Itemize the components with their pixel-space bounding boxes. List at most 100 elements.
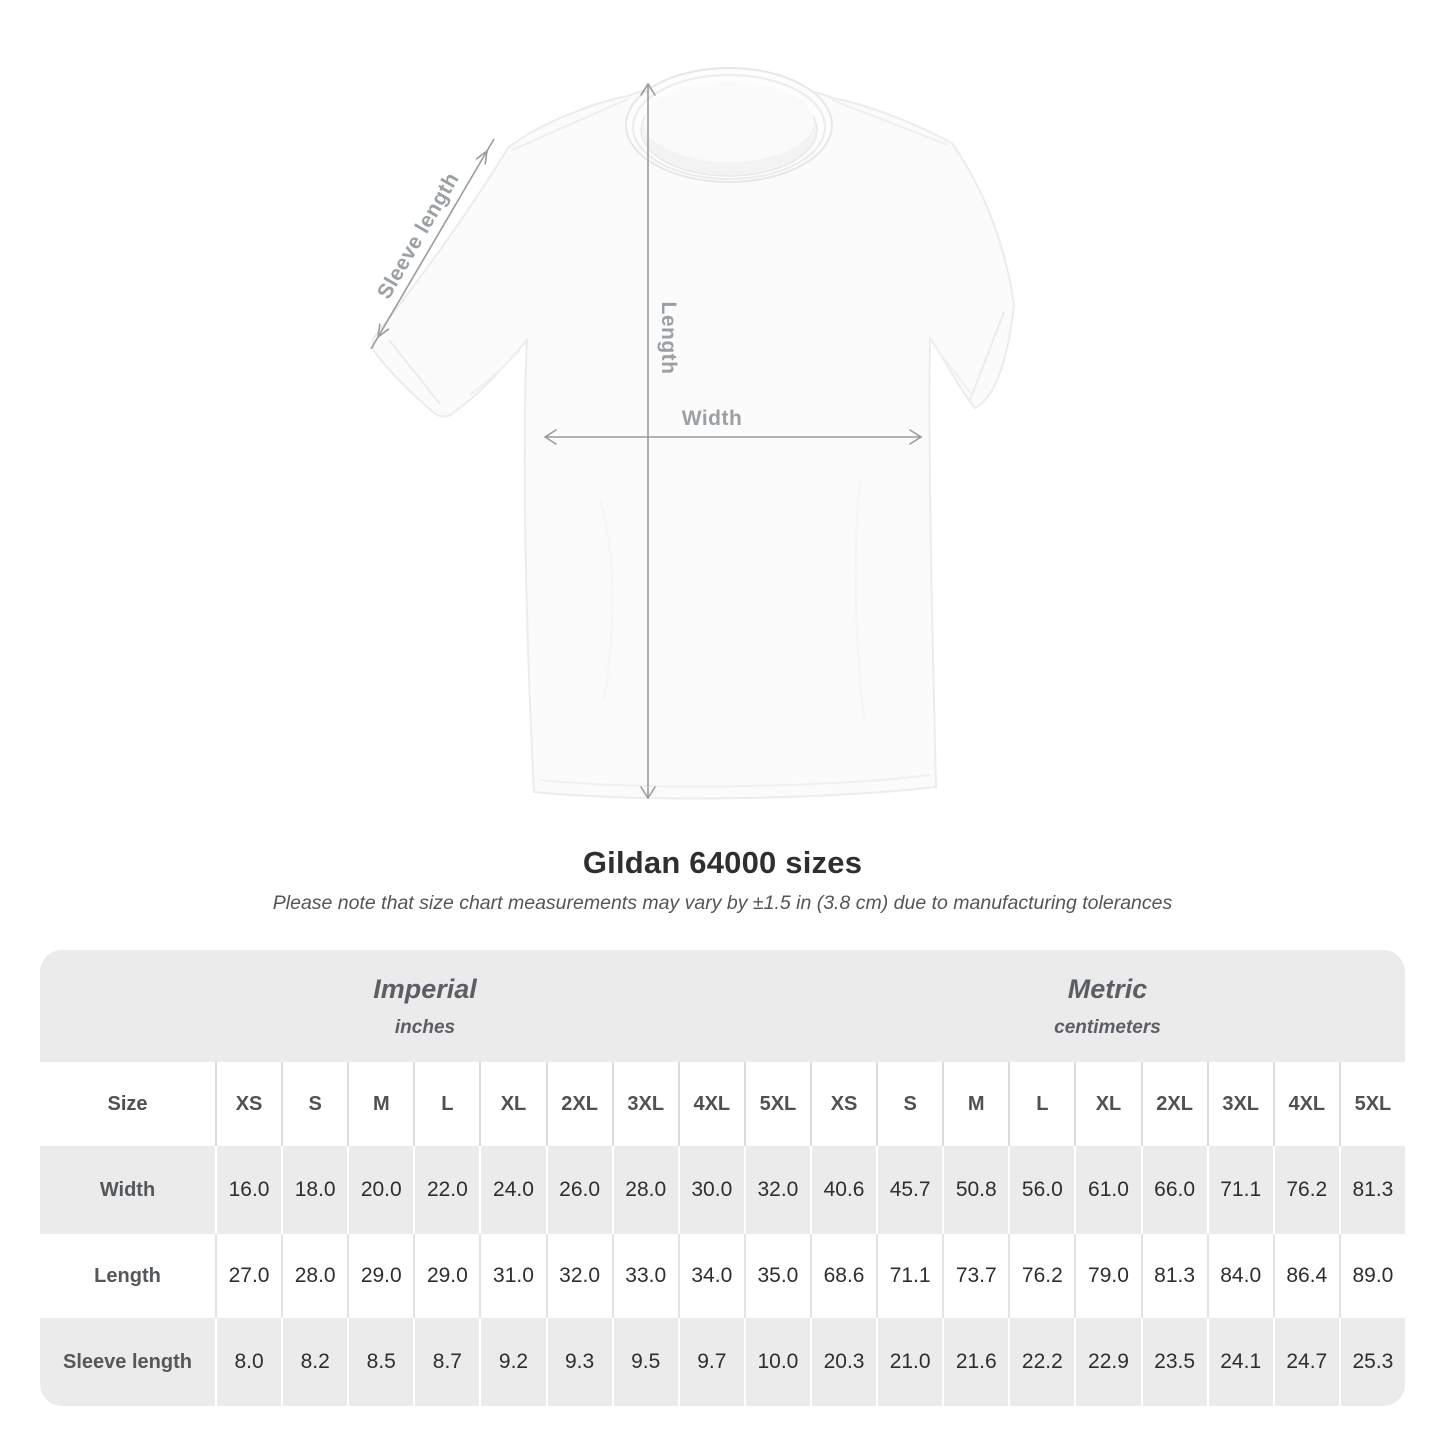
cell-value: 76.2 <box>1272 1146 1339 1234</box>
cell-value: 9.3 <box>545 1318 612 1406</box>
cell-value: 89.0 <box>1338 1234 1405 1318</box>
cell-value: 22.0 <box>413 1146 480 1234</box>
size-col-header-metric: XS <box>809 1062 877 1146</box>
collar-back-fabric <box>644 82 814 162</box>
cell-value: 20.3 <box>809 1318 877 1406</box>
imperial-label: Imperial <box>373 973 477 1004</box>
page-title: Gildan 64000 sizes <box>582 845 863 880</box>
cell-value: 73.7 <box>942 1234 1009 1318</box>
tshirt-graphic: Sleeve length Length Width <box>370 67 1016 800</box>
cell-value: 16.0 <box>215 1146 282 1234</box>
underarm-crease-left <box>469 349 521 396</box>
cell-value: 50.8 <box>942 1146 1009 1234</box>
size-col-header-metric: 3XL <box>1206 1062 1273 1146</box>
table-row: Length 27.0 28.0 29.0 29.0 31.0 32.0 33.0 34.0 35… <box>40 1234 1405 1318</box>
metric-label: Metric <box>1067 973 1148 1004</box>
row-label: Width <box>40 1146 215 1234</box>
tshirt-body <box>371 82 1016 800</box>
underarm-crease-right <box>937 349 973 396</box>
size-header-cell: Size <box>40 1062 215 1146</box>
shoulder-seam-right <box>831 99 949 146</box>
cell-value: 9.7 <box>677 1318 744 1406</box>
size-col-header-imperial: S <box>281 1062 348 1146</box>
size-col-header-imperial: 2XL <box>545 1062 612 1146</box>
size-col-header-metric: 5XL <box>1338 1062 1405 1146</box>
measure-rows: Width 16.0 18.0 20.0 22.0 24.0 26.0 28.0 30.0 32.… <box>40 1146 1405 1406</box>
cell-value: 32.0 <box>545 1234 612 1318</box>
size-col-header-imperial: 3XL <box>611 1062 678 1146</box>
size-col-header-metric: 2XL <box>1140 1062 1207 1146</box>
cell-value: 10.0 <box>743 1318 810 1406</box>
table-row: Width 16.0 18.0 20.0 22.0 24.0 26.0 28.0 30.0 32.… <box>40 1146 1405 1234</box>
unit-group-header-row: Imperial inches Metric centimeters <box>40 950 1405 1062</box>
cell-value: 71.1 <box>1206 1146 1273 1234</box>
length-label: Length <box>657 302 680 375</box>
cell-value: 9.5 <box>611 1318 678 1406</box>
imperial-group-header: Imperial inches <box>40 950 810 1062</box>
width-label: Width <box>682 407 743 430</box>
size-col-header-metric: L <box>1008 1062 1075 1146</box>
cell-value: 20.0 <box>347 1146 414 1234</box>
cell-value: 66.0 <box>1140 1146 1207 1234</box>
cell-value: 29.0 <box>413 1234 480 1318</box>
cell-value: 28.0 <box>281 1234 348 1318</box>
size-col-header-metric: M <box>942 1062 1009 1146</box>
size-col-header-imperial: XS <box>215 1062 282 1146</box>
metric-unit: centimeters <box>1054 1016 1161 1038</box>
cell-value: 34.0 <box>677 1234 744 1318</box>
table-row: Sleeve length 8.0 8.2 8.5 8.7 9.2 9.3 9.5 9.7 10.… <box>40 1318 1405 1406</box>
cell-value: 21.0 <box>876 1318 943 1406</box>
cell-value: 56.0 <box>1008 1146 1075 1234</box>
cell-value: 45.7 <box>876 1146 943 1234</box>
width-dimension: Width <box>543 407 923 445</box>
size-col-header-imperial: M <box>347 1062 414 1146</box>
cell-value: 81.3 <box>1338 1146 1405 1234</box>
fabric-wrinkle <box>599 499 614 701</box>
cell-value: 76.2 <box>1008 1234 1075 1318</box>
cell-value: 71.1 <box>876 1234 943 1318</box>
cell-value: 35.0 <box>743 1234 810 1318</box>
cell-value: 27.0 <box>215 1234 282 1318</box>
caption-block: Gildan 64000 sizes Please note that size… <box>0 845 1445 915</box>
cell-value: 8.7 <box>413 1318 480 1406</box>
cell-value: 81.3 <box>1140 1234 1207 1318</box>
cell-value: 22.2 <box>1008 1318 1075 1406</box>
metric-group-header: Metric centimeters <box>809 950 1405 1062</box>
row-label: Sleeve length <box>40 1318 215 1406</box>
size-col-header-metric: 4XL <box>1272 1062 1339 1146</box>
cell-value: 24.1 <box>1206 1318 1273 1406</box>
cell-value: 29.0 <box>347 1234 414 1318</box>
cell-value: 86.4 <box>1272 1234 1339 1318</box>
imperial-unit: inches <box>394 1016 456 1038</box>
cell-value: 8.0 <box>215 1318 282 1406</box>
cell-value: 30.0 <box>677 1146 744 1234</box>
size-col-header-imperial: 4XL <box>677 1062 744 1146</box>
cell-value: 8.5 <box>347 1318 414 1406</box>
size-header-row: Size XS S M L XL 2XL 3XL 4XL 5XL XS S M L XL 2XL 3XL 4XL… <box>40 1062 1405 1146</box>
size-col-header-imperial: XL <box>479 1062 546 1146</box>
fabric-wrinkle <box>854 479 865 721</box>
cuff-seam-left <box>388 339 441 405</box>
cell-value: 23.5 <box>1140 1318 1207 1406</box>
size-col-header-metric: S <box>876 1062 943 1146</box>
size-chart-table: Imperial inches Metric centimeters Size … <box>40 950 1405 1406</box>
cell-value: 18.0 <box>281 1146 348 1234</box>
cell-value: 31.0 <box>479 1234 546 1318</box>
cell-value: 84.0 <box>1206 1234 1273 1318</box>
cell-value: 24.7 <box>1272 1318 1339 1406</box>
cell-value: 28.0 <box>611 1146 678 1234</box>
cuff-seam-right <box>969 311 1005 401</box>
cell-value: 32.0 <box>743 1146 810 1234</box>
size-col-header-imperial: L <box>413 1062 480 1146</box>
cell-value: 61.0 <box>1074 1146 1141 1234</box>
size-col-header-imperial: 5XL <box>743 1062 810 1146</box>
cell-value: 79.0 <box>1074 1234 1141 1318</box>
tolerance-note: Please note that size chart measurements… <box>272 892 1173 914</box>
cell-value: 25.3 <box>1338 1318 1405 1406</box>
size-col-header-metric: XL <box>1074 1062 1141 1146</box>
cell-value: 8.2 <box>281 1318 348 1406</box>
collar-ribbing <box>632 74 826 180</box>
shoulder-seam-left <box>511 98 629 151</box>
row-label: Length <box>40 1234 215 1318</box>
